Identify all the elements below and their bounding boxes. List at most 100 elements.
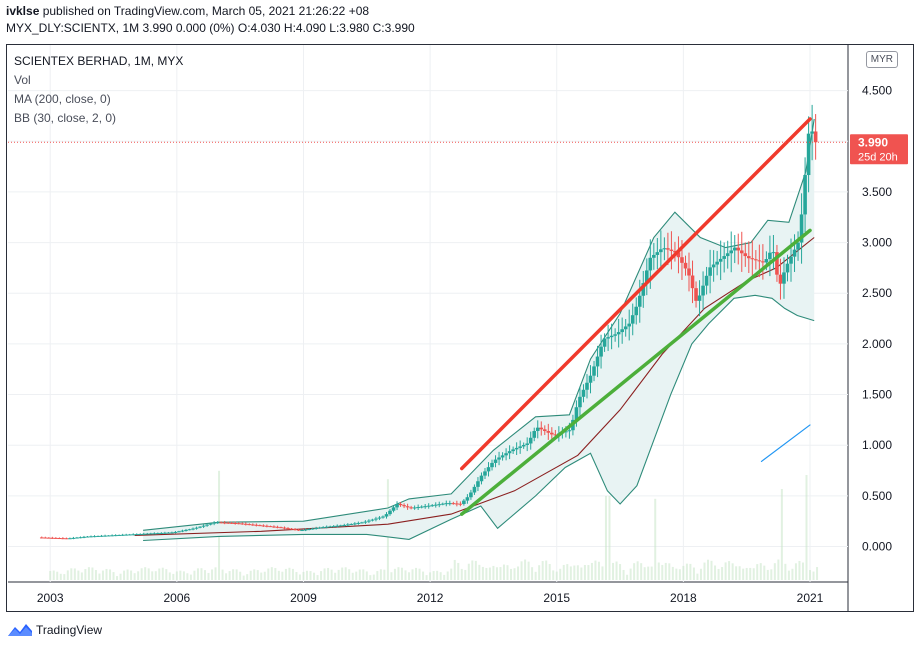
volume-bar	[436, 570, 439, 580]
candle-body	[486, 467, 491, 472]
candle-body	[458, 503, 463, 505]
volume-bar	[179, 570, 182, 580]
legend-bollinger-bands[interactable]: BB (30, close, 2, 0)	[14, 111, 117, 125]
volume-bar	[362, 569, 365, 580]
volume-bar	[126, 569, 129, 580]
candle-body	[363, 521, 368, 523]
candle-body	[644, 270, 649, 284]
candle-body	[662, 248, 667, 250]
volume-bar	[263, 571, 266, 580]
candle-body	[131, 534, 136, 536]
candle-body	[145, 533, 150, 535]
volume-bar	[418, 568, 421, 580]
volume-bar	[735, 566, 738, 580]
volume-bar	[597, 561, 600, 580]
volume-bar	[221, 569, 224, 580]
candle-body	[451, 503, 456, 505]
volume-bar	[101, 570, 104, 580]
volume-bar	[130, 570, 133, 580]
currency-badge[interactable]: MYR	[865, 51, 898, 68]
volume-bar	[274, 568, 277, 580]
volume-bar	[70, 568, 73, 580]
volume-bar	[471, 560, 474, 580]
volume-bar	[619, 564, 622, 580]
candle-body	[272, 526, 276, 528]
candle-body	[750, 258, 755, 260]
volume-bar	[323, 568, 326, 580]
publisher-name[interactable]: ivklse	[6, 4, 40, 18]
bollinger-bands	[143, 118, 815, 542]
bollinger-lower	[143, 294, 815, 542]
tradingview-logo-icon	[8, 624, 32, 636]
candle-body	[43, 537, 48, 539]
volume-bar	[73, 568, 76, 580]
candle-body	[240, 523, 245, 525]
candle-body	[673, 251, 677, 253]
candle-body	[490, 462, 494, 468]
candle-body	[687, 268, 691, 276]
volume-bar	[327, 567, 330, 580]
legend-symbol[interactable]: SCIENTEX BERHAD, 1M, MYX	[14, 54, 184, 68]
candle-body	[68, 538, 72, 540]
candle-body	[701, 285, 705, 296]
candle-body	[166, 532, 171, 534]
candle-body	[483, 471, 487, 476]
candle-body	[212, 522, 216, 524]
candle-body	[669, 249, 674, 252]
candle-body	[328, 526, 333, 528]
volume-bar	[738, 566, 741, 580]
legend-volume[interactable]: Vol	[14, 73, 31, 87]
candle-body	[85, 536, 90, 538]
candle-body	[704, 275, 709, 286]
volume-bar	[411, 569, 414, 580]
x-axis-labels: 2003 2006 2009 2012 2015 2018 2021	[37, 591, 824, 605]
candle-body	[697, 295, 702, 301]
tradingview-brand[interactable]: TradingView	[8, 622, 102, 638]
volume-bar	[488, 567, 491, 580]
volume-bar	[232, 569, 235, 580]
candle-body	[655, 252, 660, 255]
volume-bar	[348, 569, 351, 580]
candle-body	[416, 507, 420, 509]
volume-bar	[615, 561, 618, 580]
volume-bar	[492, 565, 495, 580]
volume-bar	[707, 559, 709, 580]
volume-bar	[270, 567, 273, 580]
candle-body	[170, 532, 174, 534]
candle-body	[747, 256, 751, 259]
candle-body	[405, 506, 410, 508]
volume-bar	[608, 496, 611, 580]
x-tick-label: 2003	[37, 591, 64, 605]
volume-bar	[538, 565, 541, 580]
candle-body	[592, 366, 596, 376]
candle-body	[163, 532, 167, 534]
volume-bars	[49, 470, 819, 580]
volume-bar	[365, 571, 368, 580]
legend-moving-average[interactable]: MA (200, close, 0)	[14, 92, 111, 106]
x-tick-label: 2015	[543, 591, 570, 605]
volume-bar	[144, 567, 147, 580]
candle-body	[803, 175, 807, 215]
candle-body	[465, 497, 470, 501]
volume-bar	[393, 568, 396, 580]
candle-body	[89, 536, 93, 538]
candle-body	[652, 254, 656, 258]
candle-body	[71, 537, 76, 539]
volume-bar	[284, 568, 287, 580]
volume-bar	[562, 564, 565, 580]
volume-bar	[763, 565, 766, 580]
candle-body	[757, 260, 762, 262]
candle-body	[613, 334, 617, 336]
candle-body	[64, 538, 69, 540]
candle-body	[725, 253, 730, 257]
candle-body	[243, 523, 248, 525]
candle-body	[152, 533, 157, 535]
volume-bar	[527, 561, 530, 580]
y-tick-label: 2.000	[862, 337, 892, 351]
candle-body	[497, 457, 501, 460]
candle-body	[500, 455, 505, 458]
volume-bar	[422, 571, 425, 580]
volume-bar	[756, 564, 759, 580]
volume-bar	[721, 567, 724, 580]
